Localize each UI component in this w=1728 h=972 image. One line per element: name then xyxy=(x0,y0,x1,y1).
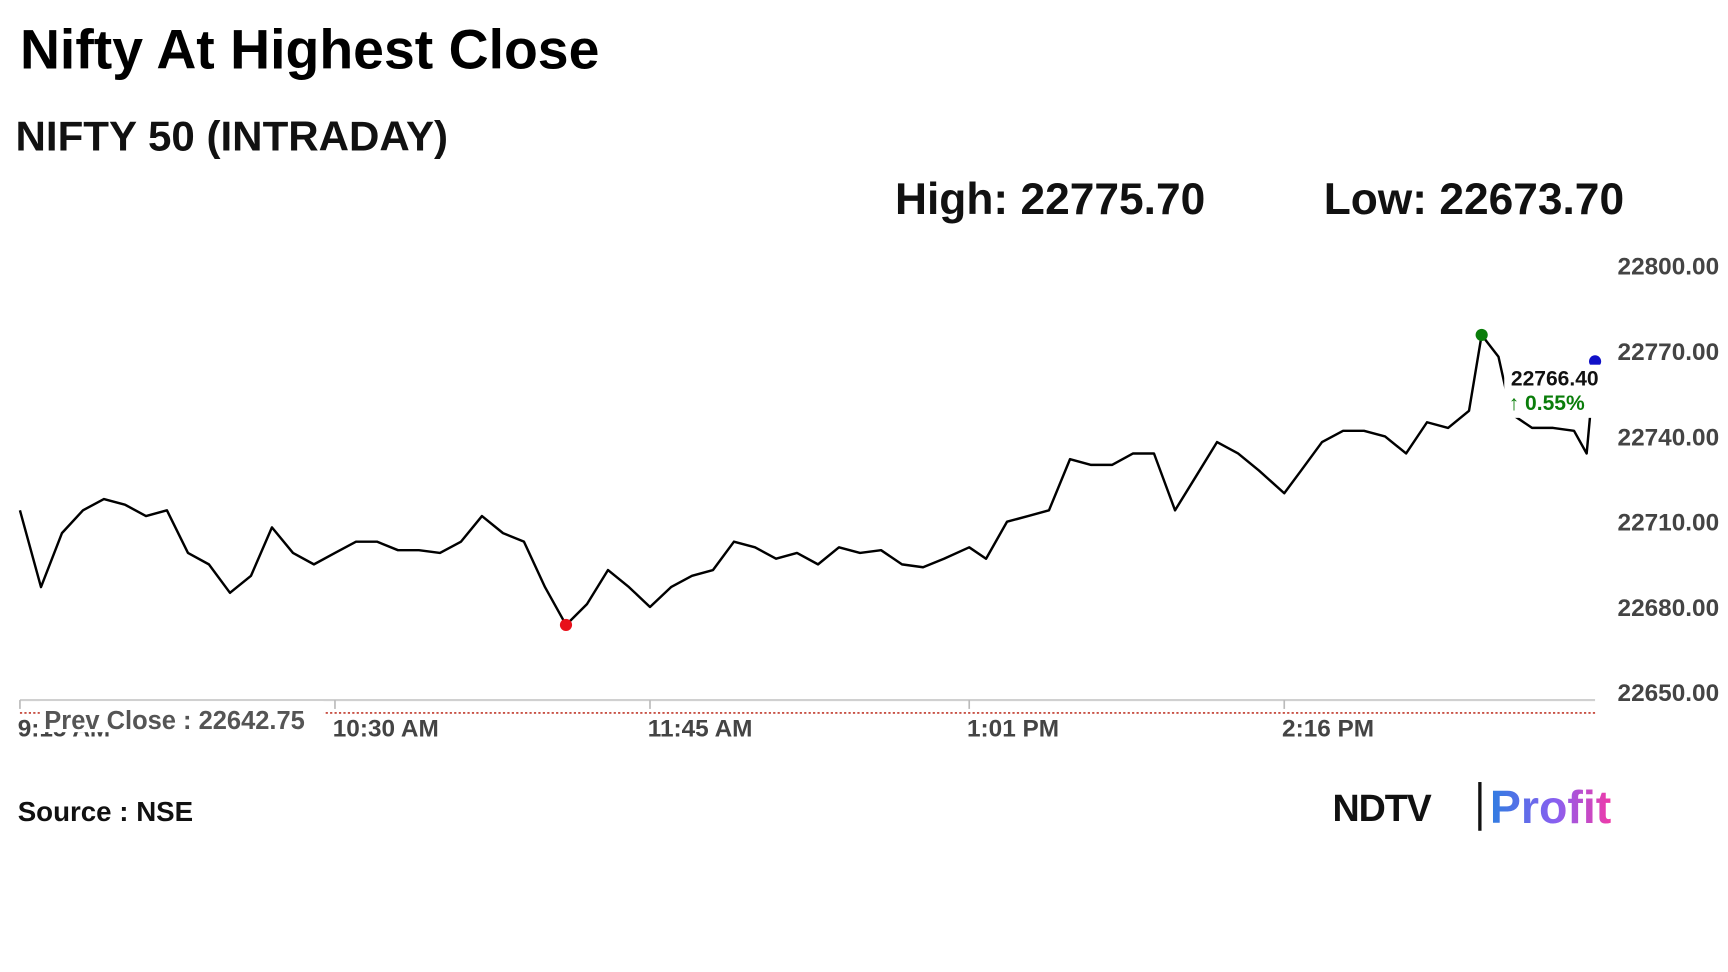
source: Source : NSE xyxy=(18,796,193,827)
y-tick-label: 22680.00 xyxy=(1618,595,1720,622)
last-label-bg xyxy=(1504,364,1609,418)
prev-close-label: Prev Close : 22642.75 xyxy=(44,707,305,735)
y-tick-label: 22650.00 xyxy=(1618,680,1720,707)
y-tick-label: 22800.00 xyxy=(1618,254,1720,281)
low-text: Low: 22673.70 xyxy=(1324,175,1624,224)
chart-title: Nifty At Highest Close xyxy=(20,19,599,81)
last-label: 22766.40 xyxy=(1511,368,1599,391)
x-tick-label: 2:16 PM xyxy=(1282,716,1374,743)
change-label: ↑ 0.55% xyxy=(1509,392,1585,415)
prev-close-bg xyxy=(39,701,324,733)
logo-profit: Profit xyxy=(1490,781,1611,833)
logo-ndtv: NDTV xyxy=(1333,787,1432,829)
x-tick-label: 10:30 AM xyxy=(333,716,439,743)
y-tick-label: 22740.00 xyxy=(1618,424,1720,451)
low-marker xyxy=(559,618,573,632)
y-tick-label: 22770.00 xyxy=(1618,339,1720,366)
y-tick-label: 22710.00 xyxy=(1618,510,1720,537)
price-line xyxy=(18,333,1597,627)
chart-subtitle: NIFTY 50 (INTRADAY) xyxy=(16,113,449,160)
high-marker xyxy=(1475,328,1488,342)
last-marker xyxy=(1588,355,1602,368)
x-tick-label: 11:45 AM xyxy=(648,716,753,743)
x-tick-label: 1:01 PM xyxy=(967,716,1059,743)
high-text: High: 22775.70 xyxy=(895,175,1205,224)
